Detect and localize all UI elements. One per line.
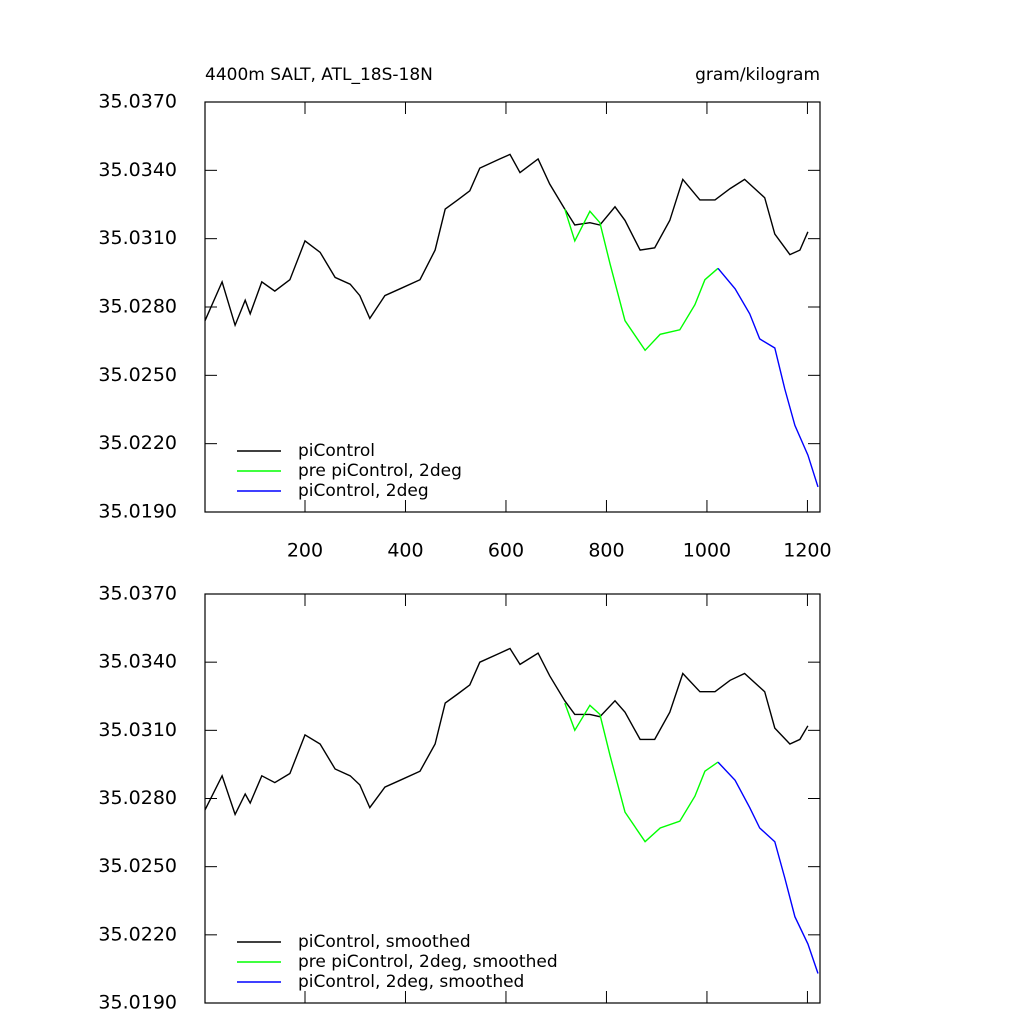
data-line bbox=[717, 761, 819, 974]
y-tick-label: 35.0340 bbox=[98, 159, 177, 181]
y-tick-label: 35.0250 bbox=[98, 855, 177, 877]
data-line bbox=[204, 153, 809, 328]
y-tick-label: 35.0310 bbox=[98, 227, 177, 249]
data-line bbox=[564, 702, 719, 843]
y-tick-label: 35.0250 bbox=[98, 364, 177, 386]
x-tick-label: 600 bbox=[488, 540, 524, 562]
data-line bbox=[717, 267, 819, 488]
legend-label: piControl, 2deg bbox=[298, 481, 429, 501]
y-tick-label: 35.0220 bbox=[98, 432, 177, 454]
legend-label: piControl, smoothed bbox=[298, 932, 471, 952]
y-tick-label: 35.0340 bbox=[98, 651, 177, 673]
y-tick-label: 35.0190 bbox=[98, 992, 177, 1014]
x-tick-label: 800 bbox=[588, 540, 624, 562]
legend-label: piControl bbox=[298, 441, 375, 461]
x-tick-label: 1000 bbox=[683, 540, 731, 562]
legend-label: pre piControl, 2deg bbox=[298, 461, 462, 481]
y-tick-label: 35.0370 bbox=[98, 583, 177, 605]
y-tick-label: 35.0280 bbox=[98, 296, 177, 318]
y-tick-label: 35.0370 bbox=[98, 91, 177, 113]
y-tick-label: 35.0280 bbox=[98, 787, 177, 809]
x-tick-label: 200 bbox=[287, 540, 323, 562]
chart-title: 4400m SALT, ATL_18S-18N bbox=[205, 65, 433, 85]
legend-label: pre piControl, 2deg, smoothed bbox=[298, 952, 558, 972]
units-label: gram/kilogram bbox=[695, 65, 820, 85]
y-tick-label: 35.0220 bbox=[98, 923, 177, 945]
x-tick-label: 1200 bbox=[783, 540, 831, 562]
data-line bbox=[564, 208, 719, 352]
data-line bbox=[204, 647, 809, 817]
y-tick-label: 35.0310 bbox=[98, 719, 177, 741]
y-tick-label: 35.0190 bbox=[98, 501, 177, 523]
legend-label: piControl, 2deg, smoothed bbox=[298, 972, 524, 992]
x-tick-label: 400 bbox=[387, 540, 423, 562]
